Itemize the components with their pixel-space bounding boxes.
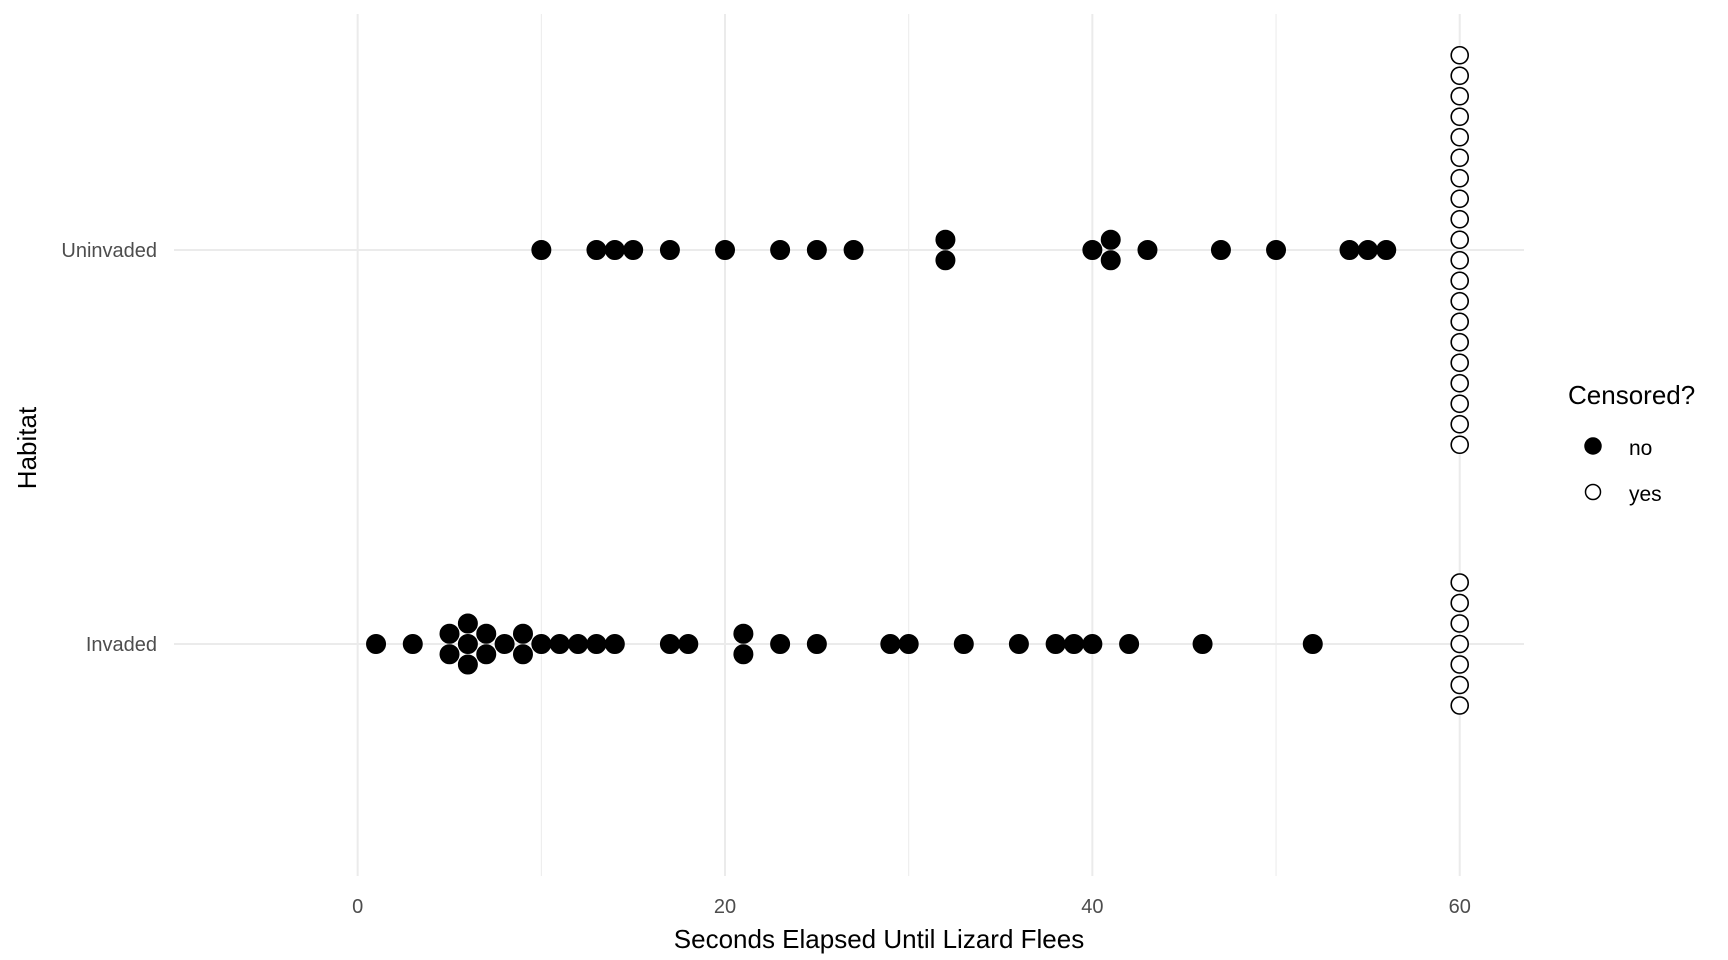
data-point-uncensored xyxy=(531,634,552,654)
data-point-uncensored xyxy=(1266,240,1287,260)
data-point-uncensored xyxy=(476,644,497,665)
data-point-uncensored xyxy=(604,634,625,654)
legend-key-yes xyxy=(1584,483,1602,501)
data-point-censored xyxy=(1450,675,1470,695)
data-point-uncensored xyxy=(494,634,515,654)
legend-label-no: no xyxy=(1629,437,1652,460)
data-point-censored xyxy=(1450,414,1470,434)
data-point-uncensored xyxy=(586,240,607,260)
data-point-censored xyxy=(1450,614,1470,633)
data-point-uncensored xyxy=(1064,634,1084,654)
data-point-uncensored xyxy=(568,634,589,654)
data-point-uncensored xyxy=(678,634,699,654)
data-point-uncensored xyxy=(1045,634,1066,654)
grid-lines xyxy=(174,14,1524,876)
data-point-uncensored xyxy=(604,240,625,260)
x-axis-title: Seconds Elapsed Until Lizard Flees xyxy=(674,924,1084,954)
data-point-uncensored xyxy=(898,634,919,654)
data-point-uncensored xyxy=(1082,240,1103,260)
data-point-uncensored xyxy=(439,644,460,665)
data-point-censored xyxy=(1450,127,1470,147)
data-points xyxy=(366,45,1470,715)
legend-title: Censored? xyxy=(1568,380,1695,410)
data-point-censored xyxy=(1450,250,1470,270)
data-point-uncensored xyxy=(457,654,478,675)
data-point-censored xyxy=(1450,271,1470,291)
data-point-censored xyxy=(1450,148,1470,168)
data-point-uncensored xyxy=(457,634,478,654)
data-point-uncensored xyxy=(366,634,387,654)
data-point-uncensored xyxy=(733,623,754,644)
data-point-uncensored xyxy=(1192,634,1213,654)
data-point-censored xyxy=(1450,655,1470,674)
data-point-uncensored xyxy=(1302,634,1323,654)
data-point-uncensored xyxy=(806,634,827,654)
data-point-uncensored xyxy=(880,634,901,654)
data-point-uncensored xyxy=(659,634,680,654)
data-point-uncensored xyxy=(806,240,827,260)
data-point-censored xyxy=(1450,312,1470,332)
data-point-censored xyxy=(1450,593,1470,613)
data-point-uncensored xyxy=(1008,634,1029,654)
data-point-censored xyxy=(1450,373,1470,393)
y-tick-label: Uninvaded xyxy=(61,240,157,262)
data-point-censored xyxy=(1450,189,1470,209)
data-point-censored xyxy=(1450,573,1470,592)
data-point-uncensored xyxy=(843,240,864,260)
data-point-uncensored xyxy=(1376,240,1397,260)
data-point-uncensored xyxy=(1137,240,1158,260)
data-point-uncensored xyxy=(623,240,644,260)
data-point-censored xyxy=(1450,394,1470,414)
data-point-uncensored xyxy=(1100,229,1121,250)
data-point-uncensored xyxy=(935,250,956,271)
data-point-uncensored xyxy=(1339,240,1360,260)
data-point-censored xyxy=(1450,634,1470,654)
data-point-censored xyxy=(1450,353,1470,373)
data-point-uncensored xyxy=(733,644,754,665)
data-point-uncensored xyxy=(1100,250,1121,271)
data-point-uncensored xyxy=(439,623,460,644)
data-point-uncensored xyxy=(770,634,791,654)
data-point-censored xyxy=(1450,168,1470,188)
data-point-uncensored xyxy=(512,623,533,644)
axes: 0 20 40 60 Invaded Uninvaded xyxy=(61,240,1470,918)
data-point-uncensored xyxy=(1210,240,1231,260)
data-point-uncensored xyxy=(1082,634,1103,654)
y-tick-label: Invaded xyxy=(86,634,157,656)
data-point-uncensored xyxy=(953,634,974,654)
data-point-censored xyxy=(1450,45,1470,65)
data-point-uncensored xyxy=(512,644,533,665)
data-point-uncensored xyxy=(1357,240,1378,260)
y-axis-title: Habitat xyxy=(12,406,42,489)
data-point-censored xyxy=(1450,435,1470,455)
data-point-uncensored xyxy=(770,240,791,260)
x-tick-label: 60 xyxy=(1449,896,1471,918)
data-point-censored xyxy=(1450,66,1470,86)
legend-key-no xyxy=(1584,437,1602,455)
data-point-uncensored xyxy=(402,634,423,654)
data-point-uncensored xyxy=(549,634,570,654)
data-point-censored xyxy=(1450,86,1470,106)
data-point-censored xyxy=(1450,696,1470,715)
x-tick-label: 0 xyxy=(352,896,363,918)
data-point-censored xyxy=(1450,291,1470,311)
data-point-censored xyxy=(1450,332,1470,352)
data-point-censored xyxy=(1450,107,1470,127)
data-point-uncensored xyxy=(659,240,680,260)
data-point-uncensored xyxy=(935,229,956,250)
data-point-uncensored xyxy=(1119,634,1140,654)
x-tick-label: 20 xyxy=(714,896,736,918)
data-point-censored xyxy=(1450,230,1470,250)
data-point-uncensored xyxy=(531,240,552,260)
data-point-uncensored xyxy=(715,240,736,260)
data-point-uncensored xyxy=(457,613,478,634)
legend-label-yes: yes xyxy=(1629,483,1662,506)
data-point-censored xyxy=(1450,209,1470,229)
data-point-uncensored xyxy=(476,623,497,644)
x-tick-label: 40 xyxy=(1081,896,1103,918)
legend: Censored? no yes xyxy=(1568,380,1695,506)
data-point-uncensored xyxy=(586,634,607,654)
